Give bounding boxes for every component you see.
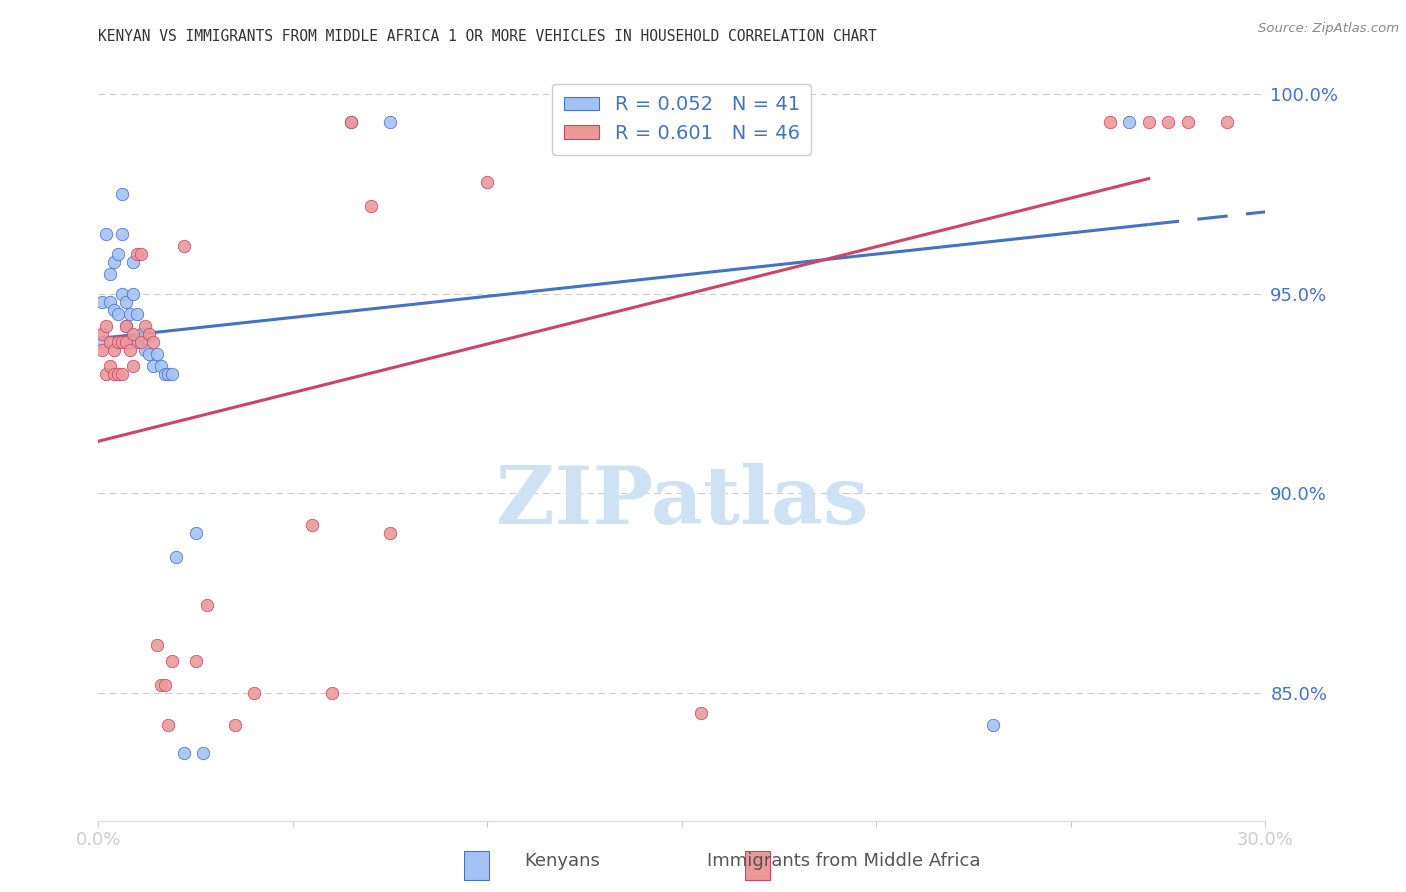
Point	[173, 239, 195, 253]
Text: KENYAN VS IMMIGRANTS FROM MIDDLE AFRICA 1 OR MORE VEHICLES IN HOUSEHOLD CORRELAT: KENYAN VS IMMIGRANTS FROM MIDDLE AFRICA …	[98, 29, 877, 44]
Text: Immigrants from Middle Africa: Immigrants from Middle Africa	[707, 852, 980, 870]
Point	[127, 247, 149, 261]
Point	[146, 638, 169, 652]
Point	[111, 286, 134, 301]
Point	[243, 686, 266, 700]
Point	[149, 678, 172, 692]
Point	[574, 115, 596, 129]
Point	[477, 175, 499, 189]
Point	[122, 255, 145, 269]
Point	[340, 115, 363, 129]
Point	[114, 294, 136, 309]
Point	[149, 359, 172, 373]
Point	[157, 367, 180, 381]
Point	[96, 227, 118, 241]
Point	[129, 326, 152, 341]
Point	[702, 115, 724, 129]
Point	[380, 115, 402, 129]
Point	[91, 343, 114, 357]
Point	[153, 678, 176, 692]
Point	[134, 318, 156, 333]
Point	[111, 187, 134, 202]
Point	[1098, 115, 1121, 129]
Point	[173, 746, 195, 760]
Point	[122, 286, 145, 301]
Point	[114, 318, 136, 333]
Point	[98, 359, 121, 373]
Point	[1118, 115, 1140, 129]
Point	[690, 115, 713, 129]
Point	[146, 347, 169, 361]
Point	[142, 334, 165, 349]
Point	[107, 334, 129, 349]
Point	[981, 718, 1004, 732]
Point	[193, 746, 215, 760]
Point	[98, 294, 121, 309]
Point	[107, 247, 129, 261]
FancyBboxPatch shape	[745, 851, 770, 880]
Point	[127, 307, 149, 321]
Point	[153, 367, 176, 381]
Point	[91, 334, 114, 349]
Point	[107, 307, 129, 321]
Point	[111, 227, 134, 241]
Point	[142, 359, 165, 373]
Point	[134, 343, 156, 357]
Point	[554, 115, 576, 129]
Point	[114, 318, 136, 333]
Point	[321, 686, 343, 700]
Point	[184, 654, 207, 668]
Point	[96, 318, 118, 333]
Point	[162, 654, 184, 668]
Point	[165, 550, 187, 565]
Point	[1137, 115, 1160, 129]
Point	[107, 367, 129, 381]
Point	[122, 326, 145, 341]
Text: ZIPatlas: ZIPatlas	[496, 463, 868, 541]
Point	[103, 343, 125, 357]
Point	[118, 343, 141, 357]
Text: Kenyans: Kenyans	[524, 852, 600, 870]
Point	[748, 115, 770, 129]
Legend: R = 0.052   N = 41, R = 0.601   N = 46: R = 0.052 N = 41, R = 0.601 N = 46	[553, 84, 811, 154]
Point	[690, 706, 713, 720]
Point	[114, 334, 136, 349]
Point	[184, 526, 207, 541]
Point	[129, 334, 152, 349]
Point	[91, 326, 114, 341]
Point	[96, 367, 118, 381]
Point	[103, 367, 125, 381]
Point	[127, 334, 149, 349]
Point	[340, 115, 363, 129]
Point	[118, 334, 141, 349]
Point	[1215, 115, 1237, 129]
Point	[360, 199, 382, 213]
Point	[138, 326, 160, 341]
Point	[1157, 115, 1180, 129]
Point	[301, 518, 323, 533]
Point	[195, 598, 218, 612]
Point	[103, 302, 125, 317]
Point	[1177, 115, 1199, 129]
Point	[224, 718, 246, 732]
Point	[122, 359, 145, 373]
FancyBboxPatch shape	[464, 851, 489, 880]
Point	[111, 334, 134, 349]
Point	[157, 718, 180, 732]
Point	[380, 526, 402, 541]
Point	[162, 367, 184, 381]
Point	[98, 334, 121, 349]
Point	[103, 255, 125, 269]
Point	[129, 247, 152, 261]
Point	[91, 294, 114, 309]
Point	[138, 347, 160, 361]
Point	[98, 267, 121, 281]
Point	[118, 307, 141, 321]
Point	[111, 367, 134, 381]
Text: Source: ZipAtlas.com: Source: ZipAtlas.com	[1258, 22, 1399, 36]
